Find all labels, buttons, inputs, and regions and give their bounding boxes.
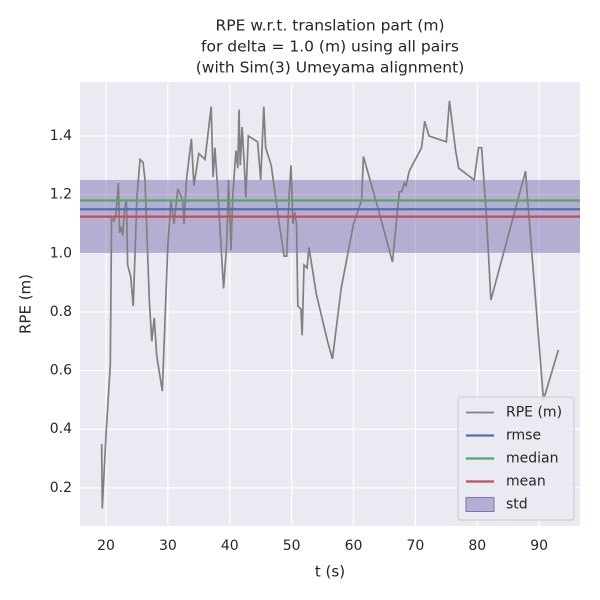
y-tick-label: 1.2: [50, 187, 72, 203]
data-line: [100, 100, 560, 509]
y-axis-label: RPE (m): [17, 274, 35, 334]
y-tick-label: 0.4: [50, 421, 72, 437]
y-tick-label: 0.2: [50, 480, 72, 496]
legend-label: RPE (m): [506, 405, 562, 421]
x-tick-label: 20: [97, 538, 115, 554]
legend-label: mean: [506, 474, 546, 490]
x-tick-label: 90: [530, 538, 548, 554]
chart-title: for delta = 1.0 (m) using all pairs: [201, 38, 459, 56]
x-tick-label: 60: [345, 538, 363, 554]
x-axis-label: t (s): [315, 563, 345, 581]
y-tick-label: 0.6: [50, 363, 72, 379]
y-tick-label: 1.4: [50, 128, 72, 144]
legend-swatch: [465, 497, 495, 512]
y-tick-label: 0.8: [50, 304, 72, 320]
x-tick-label: 40: [221, 538, 239, 554]
legend-label: rmse: [506, 428, 541, 444]
x-tick-label: 70: [406, 538, 424, 554]
chart-title: RPE w.r.t. translation part (m): [215, 17, 444, 35]
legend-box: [457, 396, 575, 521]
x-tick-label: 50: [283, 538, 301, 554]
y-tick-label: 1.0: [50, 245, 72, 261]
chart-title: (with Sim(3) Umeyama alignment): [196, 59, 465, 77]
x-tick-label: 80: [468, 538, 486, 554]
legend-label: median: [506, 451, 558, 467]
x-tick-label: 30: [159, 538, 177, 554]
legend-label: std: [506, 497, 528, 513]
